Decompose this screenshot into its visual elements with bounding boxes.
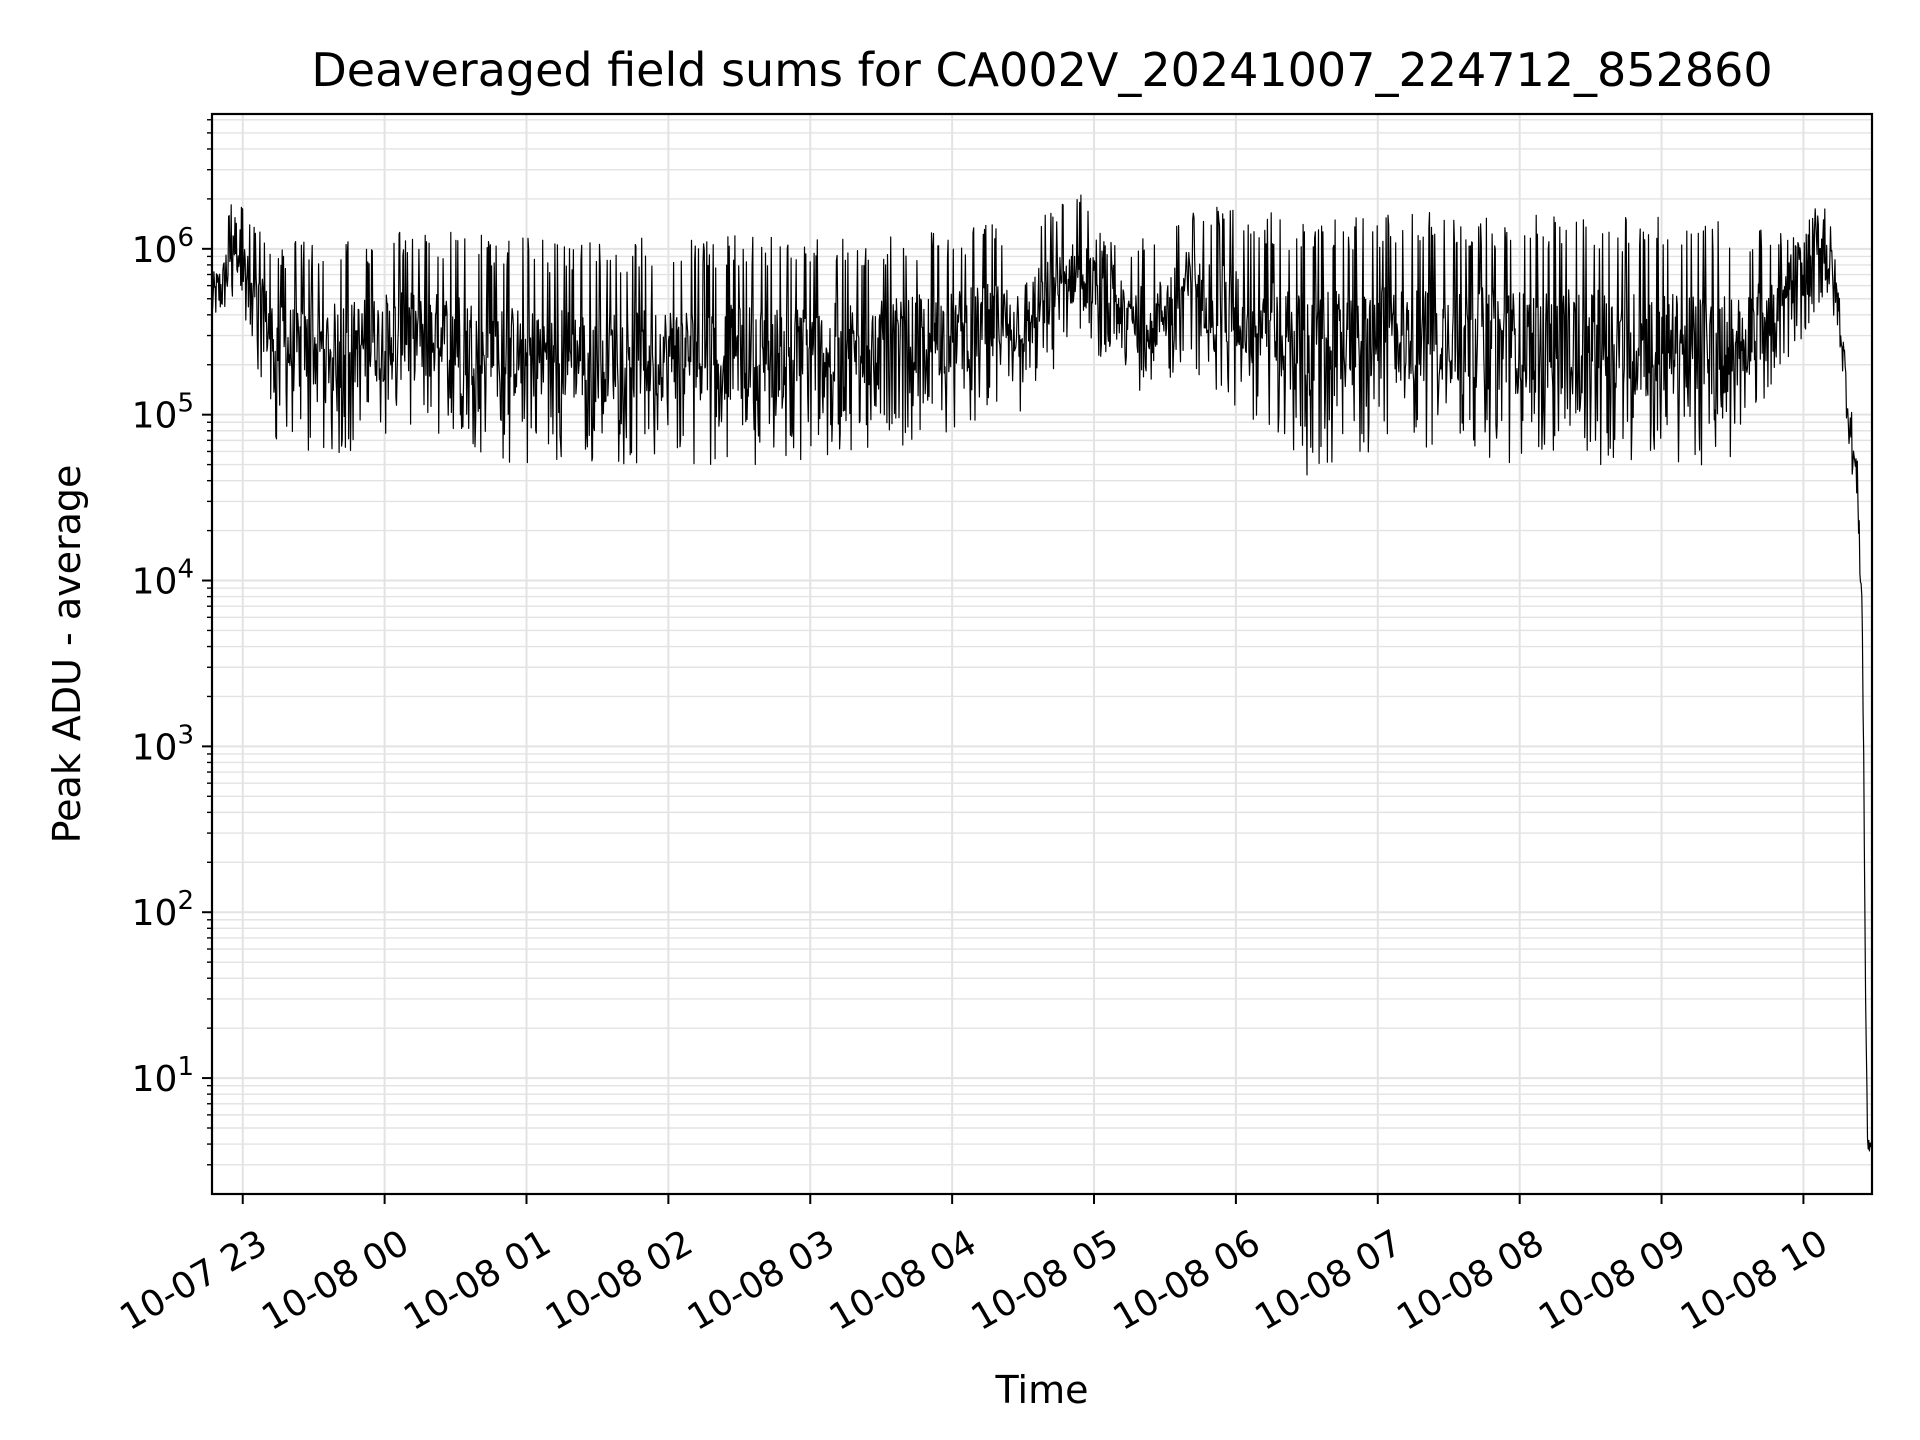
y-tick-label: 102 (132, 886, 194, 934)
y-tick-label: 103 (132, 720, 194, 768)
plot-frame (210, 112, 1874, 1196)
series-layer (211, 194, 1873, 1152)
y-tick-label: 101 (132, 1052, 194, 1100)
y-tick-label: 104 (132, 555, 194, 603)
y-tick-label: 105 (132, 389, 194, 437)
y-axis: 101 102 103 104 105 106 (132, 223, 212, 1100)
x-axis-label: Time (995, 1368, 1089, 1412)
y-tick-label: 106 (132, 223, 194, 271)
grid (207, 114, 1872, 1194)
chart-title: Deaveraged field sums for CA002V_2024100… (311, 43, 1772, 97)
series-line (211, 194, 1873, 1152)
y-axis-label: Peak ADU - average (45, 465, 89, 844)
